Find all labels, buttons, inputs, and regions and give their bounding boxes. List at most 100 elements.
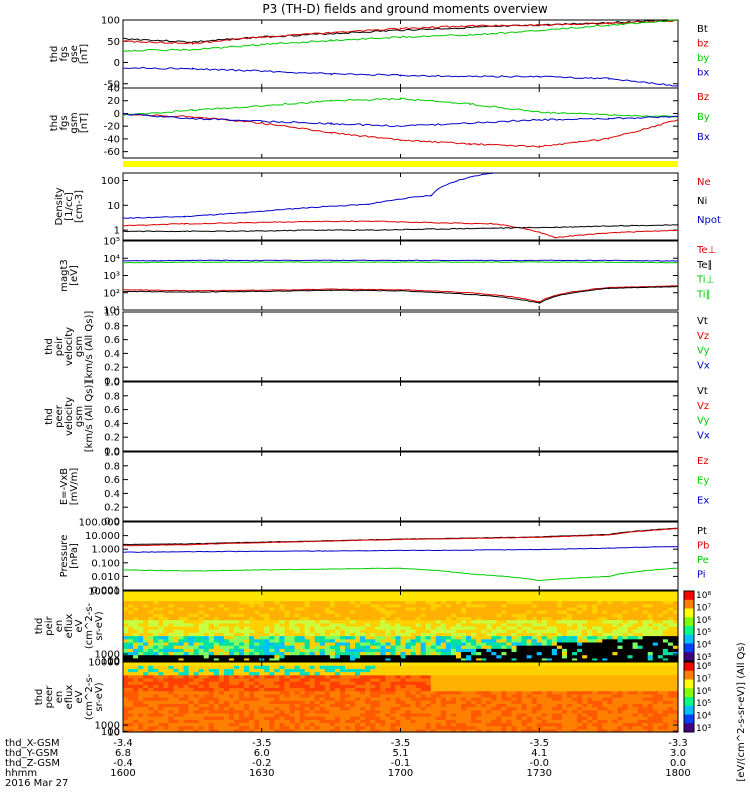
spectrogram-cell	[128, 662, 134, 666]
spectrogram-cell	[446, 662, 452, 666]
legend-entry: Ti∥	[696, 289, 711, 300]
spectrogram-cell	[315, 591, 321, 595]
colorbar-band	[684, 591, 694, 600]
spectrogram-cell	[582, 662, 588, 666]
series-line-Npot	[123, 173, 493, 218]
y-axis-label: [nT]	[79, 44, 90, 64]
spectrogram-cell	[612, 662, 618, 666]
spectrogram-cell	[385, 591, 391, 595]
spectrogram-cell	[471, 662, 477, 666]
spectrogram-cell	[491, 662, 497, 666]
spectrogram-cell	[239, 662, 245, 666]
legend-entry: Pi	[697, 570, 706, 581]
y-axis-label: [eV]	[69, 265, 80, 286]
spectrogram-cell	[416, 591, 422, 595]
spectrogram-cell	[421, 591, 427, 595]
spectrogram-cell	[592, 591, 598, 595]
spectrogram-cell	[592, 662, 598, 666]
spectrogram-cell	[658, 591, 664, 595]
spectrogram-cell	[168, 662, 174, 666]
spectrogram-cell	[254, 591, 260, 595]
panel-frame	[123, 382, 678, 451]
y-tick-label: 0.2	[104, 363, 120, 374]
spectrogram-cell	[491, 591, 497, 595]
spectrogram-cell	[224, 662, 230, 666]
spectrogram-cell	[204, 591, 210, 595]
spectrogram-cell	[446, 591, 452, 595]
spectrogram-cell	[153, 662, 159, 666]
spectrogram-cell	[486, 591, 492, 595]
spectrogram-cell	[486, 662, 492, 666]
spectrogram-cell	[542, 591, 548, 595]
legend-entry: Ni	[697, 196, 707, 207]
spectrogram-cell	[290, 662, 296, 666]
spectrogram-cell	[148, 591, 154, 595]
spectrogram-cell	[370, 591, 376, 595]
spectrogram-cell	[476, 662, 482, 666]
spectrogram-peer-en-eflux	[123, 662, 679, 733]
legend-entry: Bz	[697, 92, 709, 103]
panel-frame	[123, 452, 678, 521]
mode-bar-strip	[123, 161, 678, 167]
y-tick-label: 1.000	[91, 545, 120, 556]
spectrogram-cell	[279, 662, 285, 666]
spectrogram-cell	[340, 591, 346, 595]
spectrogram-cell	[194, 591, 200, 595]
series-line-Pt	[123, 528, 678, 544]
colorbar-band	[684, 609, 694, 618]
spectrogram-peir-en-eflux	[123, 591, 679, 662]
spectrogram-cell	[466, 662, 472, 666]
y-axis-label: [km/s (All Qs)]	[84, 381, 95, 453]
series-line-Pi	[123, 547, 678, 553]
spectrogram-cell	[360, 591, 366, 595]
legend-entry: Vz	[697, 331, 709, 342]
y-tick-label: 10.000	[85, 531, 120, 542]
spectrogram-cell	[426, 591, 432, 595]
legend-entry: Ti⊥	[696, 275, 714, 286]
spectrogram-cell	[416, 662, 422, 666]
spectrogram-cell	[284, 591, 290, 595]
spectrogram-cell	[562, 662, 568, 666]
legend-entry: bz	[697, 39, 709, 50]
spectrogram-cell	[345, 591, 351, 595]
spectrogram-cell	[158, 591, 164, 595]
colorbar-band	[684, 626, 694, 635]
y-tick-label: 0.8	[104, 391, 120, 402]
spectrogram-cell	[587, 662, 593, 666]
spectrogram-cell	[249, 662, 255, 666]
legend-entry: Ez	[697, 456, 709, 467]
spectrogram-cell	[512, 662, 518, 666]
y-tick-label: 0.2	[104, 433, 120, 444]
spectrogram-cell	[239, 591, 245, 595]
spectrogram-cell	[623, 591, 629, 595]
spectrogram-cell	[340, 662, 346, 666]
spectrogram-cell	[431, 591, 437, 595]
legend-entry: Pt	[697, 526, 707, 537]
spectrogram-cell	[471, 591, 477, 595]
spectrogram-cell	[481, 662, 487, 666]
spectrogram-cell	[390, 662, 396, 666]
y-tick-label: 0.4	[104, 489, 120, 500]
series-line-by	[123, 20, 678, 51]
spectrogram-cell	[572, 591, 578, 595]
spectrogram-cell	[229, 662, 235, 666]
y-axis-label: [cm-3]	[74, 190, 85, 223]
spectrogram-cell	[168, 591, 174, 595]
spectrogram-cell	[623, 662, 629, 666]
y-tick-label: 20	[107, 96, 120, 107]
spectrogram-cell	[295, 591, 301, 595]
spectrogram-cell	[128, 591, 134, 595]
spectrogram-cell	[517, 662, 523, 666]
spectrogram-cell	[653, 591, 659, 595]
spectrogram-cell	[199, 591, 205, 595]
series-line-Ti∥	[123, 262, 678, 263]
spectrogram-cell	[633, 591, 639, 595]
legend-entry: Ne	[697, 177, 711, 188]
spectrogram-cell	[517, 591, 523, 595]
y-tick-label: 50	[107, 37, 120, 48]
